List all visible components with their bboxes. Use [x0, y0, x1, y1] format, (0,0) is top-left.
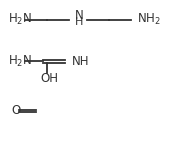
Text: H$_2$N: H$_2$N [8, 12, 32, 27]
Text: N: N [75, 9, 84, 22]
Text: O: O [11, 104, 20, 117]
Text: OH: OH [40, 72, 58, 85]
Text: NH: NH [72, 55, 89, 68]
Text: H$_2$N: H$_2$N [8, 54, 32, 69]
Text: NH$_2$: NH$_2$ [137, 12, 161, 27]
Text: H: H [75, 17, 84, 27]
